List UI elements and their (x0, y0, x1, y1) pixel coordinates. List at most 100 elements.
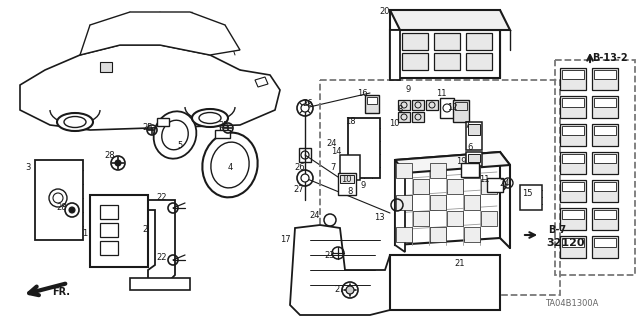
Text: 11: 11 (436, 88, 446, 98)
Bar (487, 178, 503, 192)
Bar (562, 70, 584, 79)
Polygon shape (395, 152, 510, 173)
Ellipse shape (192, 109, 228, 127)
Bar (466, 122, 482, 150)
Polygon shape (255, 77, 268, 87)
Text: 5: 5 (177, 142, 182, 151)
Ellipse shape (211, 142, 249, 188)
Bar (560, 180, 586, 202)
Bar (390, 255, 500, 310)
Text: 21: 21 (455, 258, 465, 268)
Bar (365, 95, 379, 113)
Bar (562, 238, 584, 247)
Text: 27: 27 (294, 186, 304, 195)
Bar (412, 112, 424, 122)
Text: 10: 10 (340, 175, 351, 184)
Bar (348, 118, 380, 178)
Bar (594, 126, 616, 135)
Text: 3: 3 (26, 164, 31, 173)
Bar (562, 98, 584, 107)
Bar (396, 195, 412, 210)
Bar (426, 100, 438, 110)
Bar (592, 236, 618, 258)
Bar (481, 179, 497, 194)
Bar (592, 96, 618, 118)
Bar (398, 100, 410, 110)
Bar (157, 118, 169, 126)
Bar (130, 278, 190, 290)
Bar (398, 112, 410, 122)
Bar (594, 98, 616, 107)
Polygon shape (390, 30, 400, 80)
Bar (594, 70, 616, 79)
Text: 22: 22 (157, 254, 167, 263)
Text: 32120: 32120 (546, 238, 584, 248)
Text: 13: 13 (374, 213, 384, 222)
Bar (299, 148, 311, 162)
Bar (396, 163, 412, 178)
Bar (520, 185, 542, 210)
Text: 25: 25 (219, 122, 229, 130)
Text: 7: 7 (330, 162, 336, 172)
Bar (413, 211, 429, 226)
Text: 9: 9 (360, 181, 365, 189)
Bar (440, 98, 454, 118)
Bar (466, 33, 492, 50)
Text: 24: 24 (327, 138, 337, 147)
Bar (447, 179, 463, 194)
Bar (562, 126, 584, 135)
Bar (90, 195, 148, 267)
Bar (560, 124, 586, 146)
Text: 12: 12 (447, 102, 457, 112)
Bar (560, 208, 586, 230)
Ellipse shape (57, 113, 93, 131)
Bar (555, 60, 635, 275)
Text: 6: 6 (467, 143, 473, 152)
Bar (466, 152, 482, 166)
Text: 22: 22 (157, 194, 167, 203)
Bar (215, 130, 230, 138)
Bar (340, 175, 354, 183)
Polygon shape (390, 10, 510, 30)
Text: 23: 23 (324, 250, 335, 259)
Circle shape (69, 207, 75, 213)
Bar (468, 124, 480, 135)
Bar (434, 53, 460, 70)
Bar (594, 238, 616, 247)
Bar (562, 154, 584, 163)
Text: 10: 10 (388, 120, 399, 129)
Text: B-7: B-7 (548, 225, 566, 235)
Bar (35, 160, 83, 240)
Text: 28: 28 (105, 151, 115, 160)
Text: FR.: FR. (52, 287, 70, 297)
Bar (592, 208, 618, 230)
Text: 19: 19 (456, 158, 467, 167)
Text: 2: 2 (142, 226, 148, 234)
Text: 9: 9 (405, 85, 411, 94)
Circle shape (346, 286, 354, 294)
Text: 16: 16 (356, 88, 367, 98)
Bar (340, 155, 360, 180)
Bar (594, 210, 616, 219)
Bar (481, 211, 497, 226)
Bar (592, 152, 618, 174)
Bar (455, 102, 467, 110)
Text: 26: 26 (303, 99, 314, 108)
Text: 15: 15 (522, 189, 532, 197)
Polygon shape (390, 30, 500, 78)
Bar (338, 173, 356, 195)
Text: 26: 26 (294, 164, 305, 173)
Polygon shape (20, 45, 280, 130)
Bar (464, 195, 480, 210)
Bar (560, 68, 586, 90)
Bar (402, 33, 428, 50)
Polygon shape (395, 160, 405, 252)
Text: 17: 17 (280, 235, 291, 244)
Text: 8: 8 (397, 106, 403, 115)
Bar (396, 227, 412, 242)
Circle shape (301, 104, 309, 112)
Bar (562, 182, 584, 191)
Text: 27: 27 (335, 286, 346, 294)
Bar (592, 180, 618, 202)
Bar (592, 124, 618, 146)
